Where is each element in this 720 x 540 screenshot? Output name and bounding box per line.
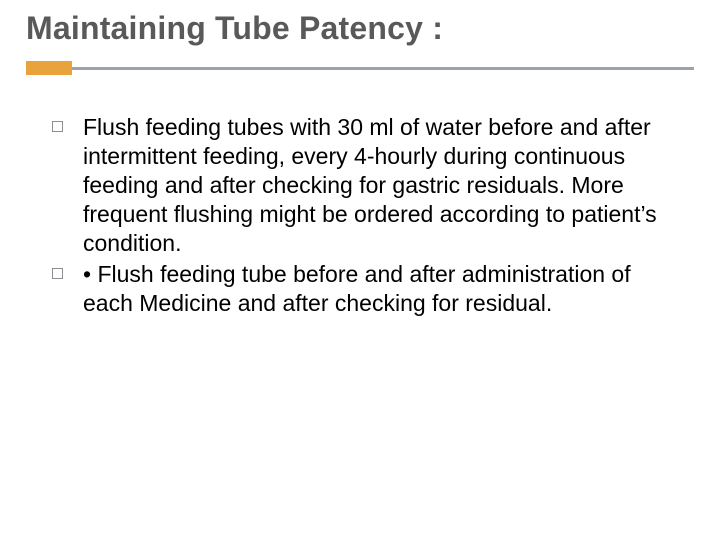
slide: Maintaining Tube Patency : Flush feeding… xyxy=(0,0,720,540)
bullet-text: • Flush feeding tube before and after ad… xyxy=(83,260,668,318)
accent-block xyxy=(26,61,72,75)
slide-title: Maintaining Tube Patency : xyxy=(26,10,694,47)
bullet-icon xyxy=(52,268,63,279)
divider-line xyxy=(26,67,694,70)
title-area: Maintaining Tube Patency : xyxy=(0,0,720,55)
bullet-icon xyxy=(52,121,63,132)
content-area: Flush feeding tubes with 30 ml of water … xyxy=(0,77,720,318)
list-item: Flush feeding tubes with 30 ml of water … xyxy=(52,113,668,258)
bullet-text: Flush feeding tubes with 30 ml of water … xyxy=(83,113,668,258)
title-divider xyxy=(26,55,694,77)
list-item: • Flush feeding tube before and after ad… xyxy=(52,260,668,318)
